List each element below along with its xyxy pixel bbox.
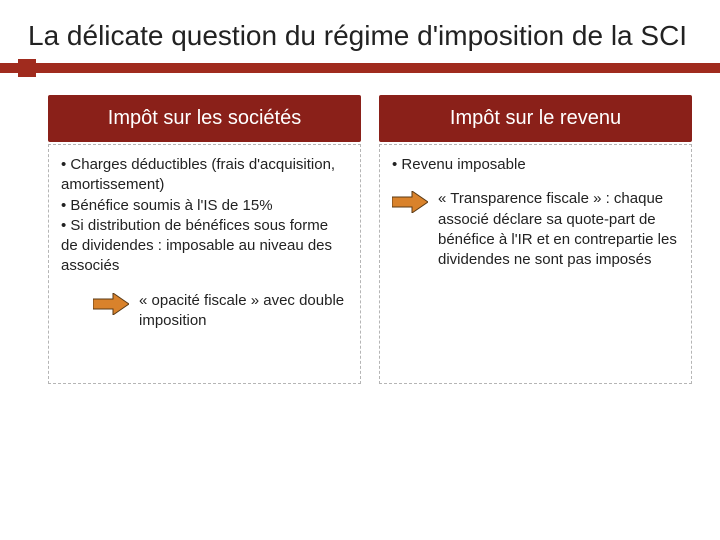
column-ir: Impôt sur le revenu • Revenu imposable «…	[379, 95, 692, 384]
bullet: • Revenu imposable	[392, 155, 679, 175]
bullet: • Si distribution de bénéfices sous form…	[61, 216, 348, 277]
bullet: • Charges déductibles (frais d'acquisiti…	[61, 155, 348, 196]
columns-container: Impôt sur les sociétés • Charges déducti…	[0, 73, 720, 384]
arrow-right-icon	[392, 191, 428, 213]
column-ir-header: Impôt sur le revenu	[379, 95, 692, 142]
arrow-block-right: « Transparence fiscale » : chaque associ…	[392, 189, 679, 270]
column-ir-body: • Revenu imposable « Transparence fiscal…	[379, 144, 692, 384]
arrow-shape	[93, 293, 129, 315]
arrow-text-left: « opacité fiscale » avec double impositi…	[139, 291, 348, 332]
accent-square	[18, 59, 36, 77]
arrow-text-right: « Transparence fiscale » : chaque associ…	[438, 189, 679, 270]
column-is-body: • Charges déductibles (frais d'acquisiti…	[48, 144, 361, 384]
column-is: Impôt sur les sociétés • Charges déducti…	[48, 95, 361, 384]
column-is-header: Impôt sur les sociétés	[48, 95, 361, 142]
slide-title: La délicate question du régime d'imposit…	[0, 0, 720, 61]
bullet: • Bénéfice soumis à l'IS de 15%	[61, 196, 348, 216]
accent-bar	[0, 63, 720, 73]
arrow-block-left: « opacité fiscale » avec double impositi…	[61, 291, 348, 332]
arrow-right-icon	[93, 293, 129, 315]
arrow-shape	[392, 191, 428, 213]
